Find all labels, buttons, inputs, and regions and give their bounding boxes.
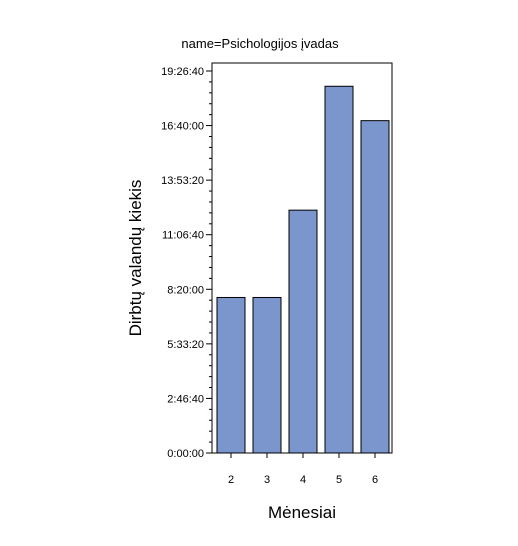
- y-tick-label: 2:46:40: [167, 393, 204, 405]
- y-tick-label: 13:53:20: [161, 175, 204, 187]
- y-tick-label: 0:00:00: [167, 448, 204, 460]
- bar-month-6: [360, 120, 390, 454]
- bars: [216, 85, 390, 454]
- y-axis-title: Dirbtų valandų kiekis: [126, 180, 145, 337]
- x-tick-label: 3: [264, 474, 270, 486]
- x-axis-title: Mėnesiai: [268, 503, 336, 522]
- y-tick-label: 19:26:40: [161, 66, 204, 78]
- y-axis: 0:00:00 2:46:40 5:33:20 8:20:00 11:06:40 13:5…: [161, 66, 212, 460]
- bar-month-2: [216, 296, 246, 454]
- x-tick-label: 5: [336, 474, 342, 486]
- x-tick-label: 4: [300, 474, 306, 486]
- x-axis: 2 3 4 5 6: [228, 453, 378, 486]
- y-tick-label: 5:33:20: [167, 339, 204, 351]
- y-tick-label: 16:40:00: [161, 121, 204, 133]
- y-tick-label: 8:20:00: [167, 284, 204, 296]
- bar-month-3: [252, 296, 282, 454]
- bar-month-4: [288, 209, 318, 454]
- bar-month-5: [324, 85, 354, 454]
- x-tick-label: 2: [228, 474, 234, 486]
- y-tick-label: 11:06:40: [162, 230, 204, 242]
- x-tick-label: 6: [372, 474, 378, 486]
- chart-title: name=Psichologijos įvadas: [181, 36, 339, 51]
